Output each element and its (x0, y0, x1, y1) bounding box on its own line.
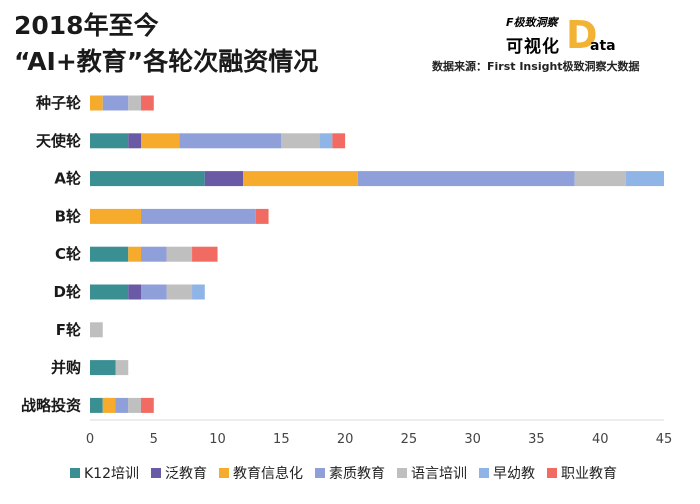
bar-segment (192, 284, 205, 300)
brand-logo-d: D (566, 13, 598, 57)
bar-segment (115, 397, 129, 413)
bar-segment (90, 360, 116, 376)
category-label: 天使轮 (36, 132, 81, 150)
bar-segment (90, 322, 103, 338)
bar-segment (574, 171, 626, 187)
bar-segment (141, 284, 167, 300)
bar-segment (128, 284, 142, 300)
bar-segment (90, 171, 205, 187)
legend-swatch (397, 468, 407, 478)
category-label: B轮 (55, 207, 81, 225)
category-label: 战略投资 (21, 396, 81, 414)
legend-item: 教育信息化 (219, 463, 303, 483)
bar-segment (90, 208, 142, 224)
x-tick-label: 15 (273, 432, 290, 447)
bar-segment (319, 133, 333, 149)
bar-segment (115, 360, 129, 376)
bar-segment (141, 133, 180, 149)
x-tick-label: 40 (592, 432, 609, 447)
x-tick-label: 10 (209, 432, 226, 447)
legend-swatch (151, 468, 161, 478)
category-label: 并购 (51, 359, 81, 377)
category-label: F轮 (56, 321, 81, 339)
bar-segment (166, 284, 193, 300)
legend-label: 职业教育 (561, 466, 617, 482)
bar-segment (166, 246, 193, 262)
legend-item: K12培训 (70, 463, 139, 483)
category-label: 种子轮 (35, 94, 81, 112)
x-tick-label: 5 (150, 432, 158, 447)
data-source: 数据来源：First Insight极致洞察大数据 (432, 60, 640, 73)
legend-label: K12培训 (84, 466, 139, 482)
x-tick-label: 45 (656, 432, 673, 447)
bar-segment (255, 208, 269, 224)
bar-segment (141, 397, 154, 413)
bar-segment (141, 95, 154, 111)
bar-segment (357, 171, 575, 187)
legend-label: 泛教育 (165, 466, 207, 482)
legend-label: 语言培训 (411, 466, 467, 482)
bar-segment (128, 133, 142, 149)
legend-item: 泛教育 (151, 463, 207, 483)
bar-segment (102, 397, 116, 413)
bar-segment (90, 95, 103, 111)
bar-segment (90, 284, 129, 300)
bar-segment (128, 397, 142, 413)
legend-item: 素质教育 (315, 463, 385, 483)
legend-item: 职业教育 (547, 463, 617, 483)
category-label: D轮 (54, 283, 81, 301)
bar-segment (281, 133, 320, 149)
chart-title-line1: 2018年至今 (14, 11, 159, 40)
legend-label: 早幼教 (493, 466, 535, 482)
brand-logo-ata: ata (590, 38, 616, 54)
bar-segment (90, 246, 129, 262)
legend-swatch (70, 468, 80, 478)
x-tick-label: 25 (401, 432, 418, 447)
bar-segment (625, 171, 664, 187)
legend-swatch (547, 468, 557, 478)
bar-segment (179, 133, 282, 149)
bar-segment (128, 246, 142, 262)
bar-segment (90, 397, 103, 413)
bar-segment (128, 95, 142, 111)
legend-item: 语言培训 (397, 463, 467, 483)
legend-swatch (315, 468, 325, 478)
legend-item: 早幼教 (479, 463, 535, 483)
bar-segment (332, 133, 346, 149)
x-tick-label: 20 (337, 432, 354, 447)
legend-label: 素质教育 (329, 466, 385, 482)
brand-logo-top: F极致洞察 (506, 16, 558, 29)
x-tick-label: 35 (528, 432, 545, 447)
chart-title-line2: “AI+教育”各轮次融资情况 (14, 47, 319, 76)
category-label: A轮 (54, 170, 81, 188)
legend-label: 教育信息化 (233, 466, 303, 482)
bar-segment (141, 208, 256, 224)
bar-segment (204, 171, 244, 187)
bar-segment (192, 246, 218, 262)
legend-swatch (479, 468, 489, 478)
bar-segment (102, 95, 129, 111)
brand-logo-bottom: 可视化 (506, 37, 560, 57)
x-tick-label: 30 (464, 432, 481, 447)
bar-segment (141, 246, 167, 262)
bar-segment (243, 171, 358, 187)
x-tick-label: 0 (86, 432, 94, 447)
category-label: C轮 (55, 245, 81, 263)
brand-logo: F极致洞察 可视化 D ata (506, 13, 686, 57)
bar-segment (90, 133, 129, 149)
legend-swatch (219, 468, 229, 478)
chart-legend: K12培训 泛教育 教育信息化 素质教育 语言培训 早幼教 职业教育 (70, 463, 690, 483)
